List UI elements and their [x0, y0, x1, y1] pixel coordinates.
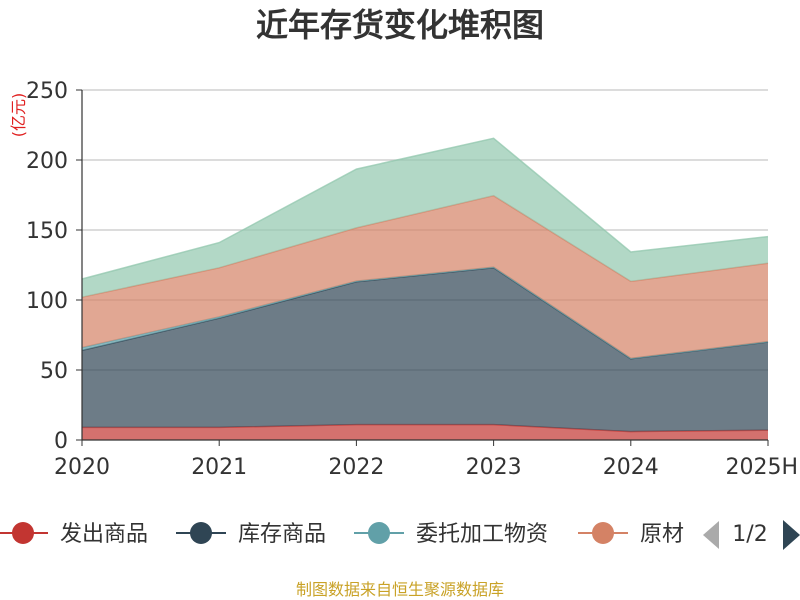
legend-items: 发出商品 库存商品 委托加工物资 原材: [0, 522, 684, 547]
legend-marker: [592, 522, 614, 544]
legend-marker: [12, 522, 34, 544]
x-tick-label: 2023: [466, 455, 522, 480]
x-tick-label: 2021: [191, 455, 247, 480]
y-tick-label: 200: [26, 149, 68, 174]
legend-item[interactable]: 发出商品: [0, 522, 148, 547]
legend-item[interactable]: 委托加工物资: [354, 522, 548, 547]
legend: 发出商品 库存商品 委托加工物资 原材 1/2: [0, 520, 800, 550]
area-series-0: [82, 424, 768, 440]
legend-item[interactable]: 原材: [578, 522, 684, 547]
area-series-3-line: [81, 194, 769, 298]
legend-prev-icon[interactable]: [703, 521, 719, 549]
area-series-4-line: [81, 137, 769, 280]
x-tick-label: 2024: [603, 455, 659, 480]
y-axis-unit: (亿元): [9, 93, 28, 138]
legend-item[interactable]: 库存商品: [176, 522, 326, 547]
y-tick-label: 100: [26, 289, 68, 314]
legend-label: 委托加工物资: [416, 522, 548, 547]
legend-label: 原材: [640, 522, 684, 547]
legend-marker: [190, 522, 212, 544]
chart-title: 近年存货变化堆积图: [256, 6, 544, 44]
x-tick-label: 2022: [328, 455, 384, 480]
legend-marker: [368, 522, 390, 544]
data-source-footer: 制图数据来自恒生聚源数据库: [296, 580, 504, 599]
area-series-3: [82, 195, 768, 359]
area-series-1: [82, 267, 768, 432]
legend-page-indicator: 1/2: [732, 522, 767, 547]
y-tick-label: 50: [40, 359, 68, 384]
legend-next-icon[interactable]: [783, 520, 800, 550]
y-tick-label: 150: [26, 219, 68, 244]
area-series-4: [82, 138, 768, 298]
y-tick-label: 250: [26, 79, 68, 104]
legend-label: 库存商品: [238, 522, 326, 547]
area-series: [81, 137, 769, 440]
legend-label: 发出商品: [60, 522, 148, 547]
x-tick-label: 2020: [54, 455, 110, 480]
axes: 0 50 100 150 200 250 2020 2021 2022 2023 2024 2025H: [26, 79, 798, 480]
x-tick-label: 2025H: [725, 455, 798, 480]
y-tick-label: 0: [54, 429, 68, 454]
